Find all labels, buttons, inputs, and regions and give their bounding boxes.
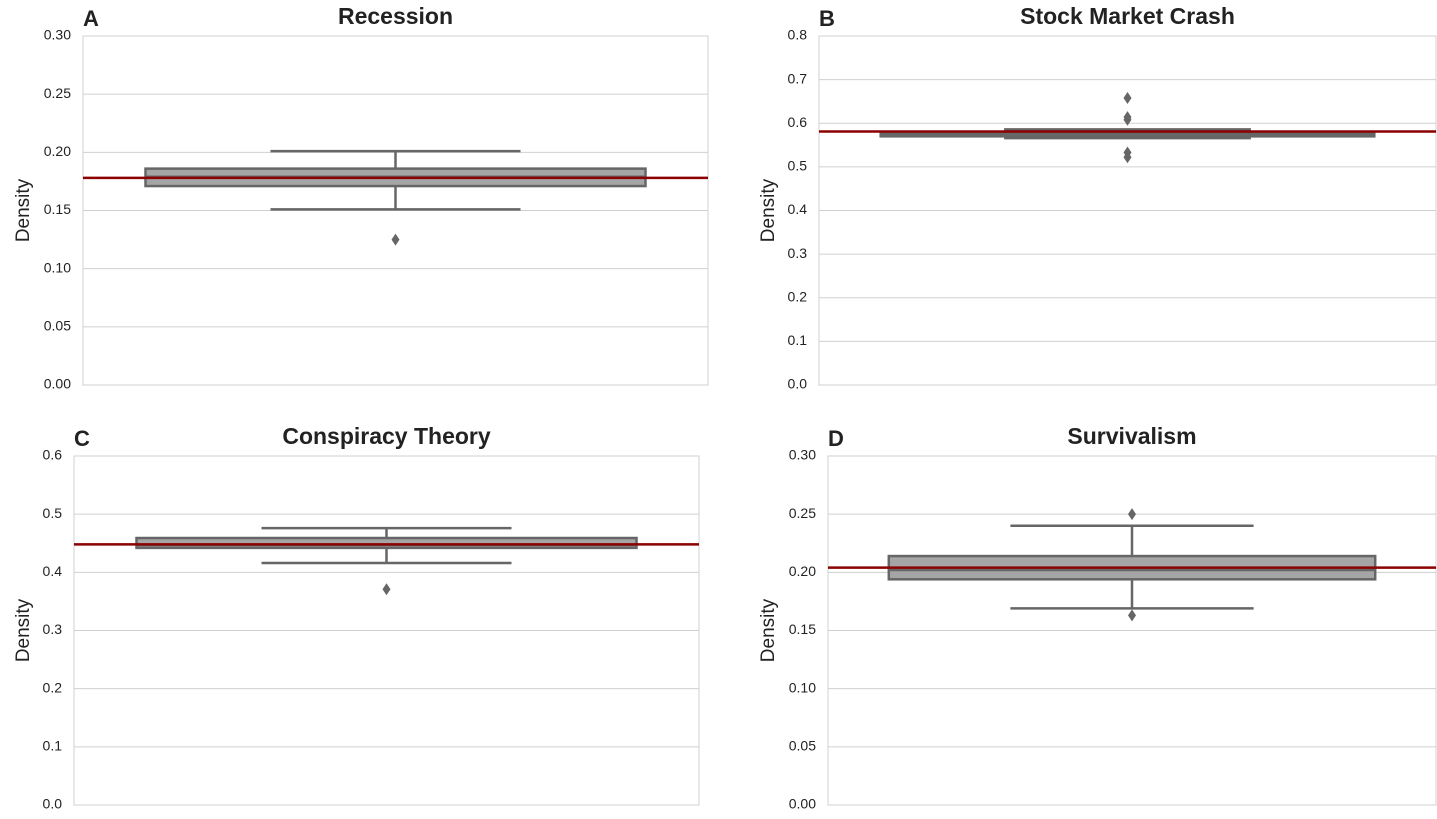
y-tick-label: 0.05 bbox=[789, 738, 816, 754]
panel-label: D bbox=[828, 426, 844, 451]
y-tick-label: 0.10 bbox=[44, 259, 71, 275]
y-tick-label: 0.30 bbox=[44, 27, 71, 43]
y-tick-label: 0.0 bbox=[788, 376, 808, 392]
outlier bbox=[1123, 151, 1132, 164]
y-tick-label: 0.5 bbox=[43, 505, 63, 521]
outlier bbox=[1128, 609, 1136, 622]
y-tick-label: 0.0 bbox=[43, 796, 63, 812]
y-tick-label: 0.3 bbox=[788, 245, 808, 261]
y-tick-label: 0.7 bbox=[788, 70, 808, 86]
y-tick-label: 0.10 bbox=[789, 679, 816, 695]
y-axis-label: Density bbox=[13, 178, 34, 242]
outlier bbox=[382, 583, 391, 596]
y-tick-label: 0.15 bbox=[789, 621, 816, 637]
y-tick-label: 0.6 bbox=[788, 114, 808, 130]
y-tick-label: 0.00 bbox=[789, 796, 816, 812]
plot-frame bbox=[73, 455, 700, 806]
y-axis-label: Density bbox=[758, 598, 779, 662]
outlier bbox=[391, 233, 400, 246]
chart-title: Stock Market Crash bbox=[1020, 3, 1235, 29]
panel-label: B bbox=[819, 6, 835, 31]
chart-title: Conspiracy Theory bbox=[282, 423, 491, 449]
panel-label: A bbox=[83, 6, 99, 31]
y-tick-label: 0.4 bbox=[43, 563, 63, 579]
plot-frame bbox=[818, 35, 1437, 386]
y-tick-label: 0.25 bbox=[789, 505, 816, 521]
y-tick-label: 0.8 bbox=[788, 27, 808, 43]
y-tick-label: 0.2 bbox=[788, 288, 808, 304]
chart-title: Recession bbox=[338, 3, 453, 29]
outlier bbox=[1128, 508, 1136, 521]
y-tick-label: 0.1 bbox=[788, 332, 808, 348]
y-tick-label: 0.1 bbox=[43, 738, 63, 754]
y-tick-label: 0.20 bbox=[44, 143, 71, 159]
y-tick-label: 0.20 bbox=[789, 563, 816, 579]
plot-frame bbox=[82, 35, 709, 386]
y-tick-label: 0.15 bbox=[44, 201, 71, 217]
y-tick-label: 0.4 bbox=[788, 201, 808, 217]
y-tick-label: 0.6 bbox=[43, 447, 63, 463]
plot-frame bbox=[827, 455, 1437, 806]
y-tick-label: 0.30 bbox=[789, 447, 816, 463]
y-axis-label: Density bbox=[758, 178, 779, 242]
box bbox=[135, 536, 638, 550]
y-tick-label: 0.00 bbox=[44, 376, 71, 392]
outlier bbox=[1123, 91, 1132, 104]
y-tick-label: 0.5 bbox=[788, 158, 808, 174]
chart-title: Survivalism bbox=[1067, 423, 1196, 449]
panel-label: C bbox=[74, 426, 90, 451]
y-tick-label: 0.3 bbox=[43, 621, 63, 637]
y-tick-label: 0.05 bbox=[44, 318, 71, 334]
y-axis-label: Density bbox=[13, 598, 34, 662]
outlier bbox=[1123, 113, 1132, 126]
y-tick-label: 0.25 bbox=[44, 85, 71, 101]
y-tick-label: 0.2 bbox=[43, 679, 63, 695]
